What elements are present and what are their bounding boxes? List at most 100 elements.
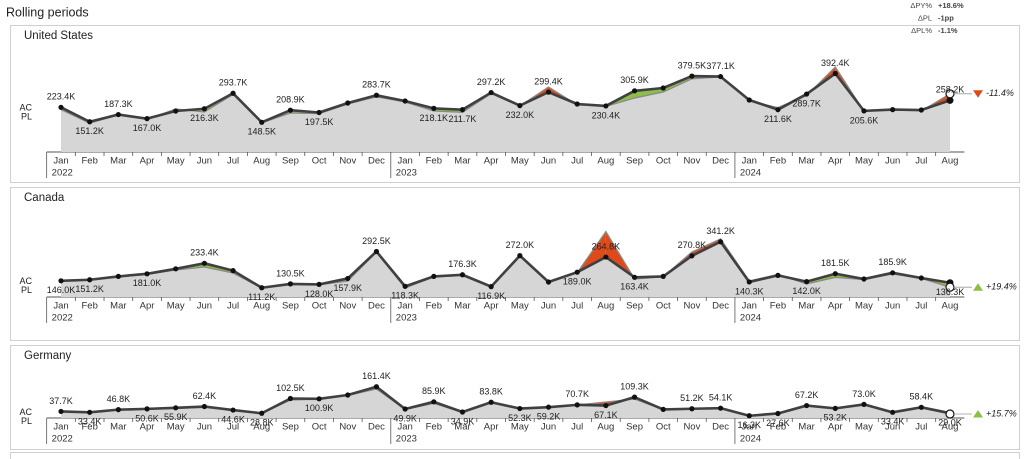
ac-point [832, 405, 838, 411]
x-tick-label: Oct [656, 422, 671, 433]
x-tick-label: Sep [626, 422, 643, 433]
summary-value: +18.6% [938, 1, 964, 10]
value-label: 211.7K [449, 114, 477, 124]
x-tick-label: Sep [282, 422, 299, 433]
ac-point [345, 275, 351, 282]
ac-point [87, 409, 93, 415]
ac-point [459, 107, 466, 113]
x-tick-label: Jun [197, 156, 212, 167]
x-tick-label: Nov [683, 301, 700, 312]
x-year-label: 2022 [52, 434, 73, 445]
value-label: 130.5K [276, 268, 305, 278]
value-label: 85.9K [422, 386, 446, 396]
ac-point [861, 401, 867, 407]
panel-frame [10, 345, 1020, 450]
x-tick-label: Aug [253, 156, 270, 167]
delta-label: +15.7% [986, 408, 1017, 418]
x-tick-label: Feb [770, 156, 786, 167]
x-tick-label: Feb [426, 156, 442, 167]
x-tick-label: Apr [140, 422, 155, 433]
summary-label: ΔPL [918, 13, 932, 22]
ac-point [545, 404, 552, 410]
ac-point [259, 410, 265, 416]
ac-point [603, 103, 609, 109]
value-label: 392.4K [821, 58, 850, 68]
ac-point [746, 413, 752, 419]
x-tick-label: Mar [110, 156, 126, 167]
value-label: 216.3K [190, 113, 219, 123]
value-label: 208.9K [276, 95, 305, 105]
value-label: 67.2K [795, 390, 819, 400]
value-label: 264.8K [592, 241, 621, 251]
x-tick-label: Apr [484, 301, 499, 312]
panel-title: Germany [24, 350, 72, 362]
x-tick-label: Feb [770, 422, 786, 433]
ac-point [517, 253, 523, 259]
ac-point [717, 405, 724, 411]
x-tick-label: Dec [712, 301, 729, 312]
x-tick-label: Jan [397, 422, 412, 433]
x-tick-label: Sep [626, 301, 643, 312]
x-tick-label: Jun [885, 422, 900, 433]
ac-point [804, 91, 810, 97]
x-tick-label: Dec [368, 422, 385, 433]
x-year-label: 2024 [740, 434, 761, 445]
x-tick-label: Mar [798, 156, 814, 167]
x-tick-label: Nov [683, 422, 700, 433]
series-name: AC [19, 103, 32, 113]
value-label: 29.0K [938, 418, 962, 428]
panel-frame [10, 452, 1020, 459]
x-tick-label: Jun [541, 156, 556, 167]
x-tick-label: Jun [885, 156, 900, 167]
ac-line [60, 385, 951, 418]
x-tick-label: Mar [110, 422, 126, 433]
value-label: 37.7K [49, 396, 73, 406]
ac-point [545, 279, 552, 285]
ac-point [230, 407, 236, 413]
ac-point [144, 406, 150, 412]
x-tick-label: Mar [454, 301, 470, 312]
value-label: 205.6K [850, 115, 879, 125]
x-tick-label: Mar [454, 156, 470, 167]
ac-point [804, 402, 810, 409]
ac-point [431, 273, 437, 279]
ac-point [431, 105, 437, 111]
ac-point [287, 395, 294, 402]
x-tick-label: Jun [197, 422, 212, 433]
x-tick-label: Mar [110, 301, 126, 312]
value-label: 128.0K [305, 289, 334, 299]
x-tick-label: May [167, 156, 185, 167]
series-name: AC [19, 407, 32, 417]
x-tick-label: Feb [81, 301, 97, 312]
x-tick-label: Jan [53, 156, 68, 167]
value-label: 151.2K [75, 284, 104, 294]
x-tick-label: Oct [312, 422, 327, 433]
ac-point [574, 269, 580, 275]
ac-point [87, 277, 93, 283]
x-tick-label: Oct [656, 156, 671, 167]
ac-point [230, 90, 236, 96]
value-label: 33.4K [78, 417, 102, 427]
x-tick-label: Oct [312, 156, 327, 167]
value-label: 62.4K [193, 391, 217, 401]
ac-point [173, 405, 179, 411]
delta-label: -11.4% [986, 88, 1014, 98]
ac-point [946, 96, 954, 104]
x-tick-label: Jun [197, 301, 212, 312]
x-tick-label: May [511, 156, 529, 167]
x-tick-label: Sep [282, 301, 299, 312]
value-label: 187.3K [104, 99, 133, 109]
x-tick-label: Apr [828, 422, 843, 433]
value-label: 157.9K [334, 283, 363, 293]
x-tick-label: May [167, 301, 185, 312]
x-tick-label: May [855, 422, 873, 433]
ac-point [603, 402, 609, 409]
ac-point [689, 406, 695, 412]
ac-point [115, 273, 121, 279]
x-tick-label: Aug [942, 422, 959, 433]
ac-point [201, 106, 207, 112]
area [61, 241, 950, 297]
value-label: 59.2K [537, 412, 561, 422]
value-label: 292.5K [362, 236, 391, 246]
